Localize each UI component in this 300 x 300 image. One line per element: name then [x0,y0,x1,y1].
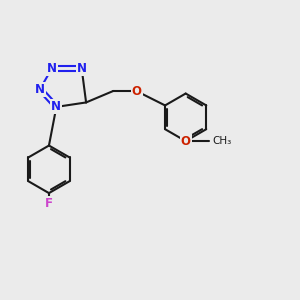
Text: N: N [47,62,57,75]
Text: O: O [132,85,142,98]
Text: N: N [76,62,87,75]
Text: N: N [35,82,45,96]
Text: CH₃: CH₃ [212,136,232,146]
Text: F: F [45,197,53,210]
Text: N: N [51,100,62,113]
Text: O: O [181,135,191,148]
